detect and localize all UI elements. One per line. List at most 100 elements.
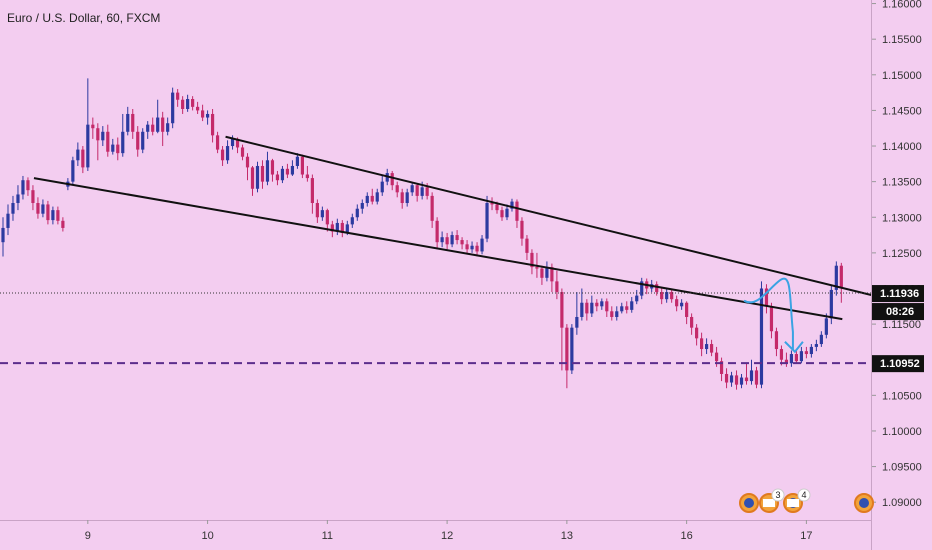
candle-body — [450, 235, 454, 245]
candle-body — [106, 131, 110, 152]
candle-body — [695, 327, 699, 339]
candle-body — [610, 311, 614, 317]
candle-body — [395, 185, 399, 193]
candle-body — [754, 370, 759, 385]
candle-body — [250, 167, 255, 189]
candle-body — [804, 351, 808, 355]
level-price-tag — [872, 355, 924, 373]
x-tick-label: 17 — [800, 530, 812, 542]
candle-body — [600, 301, 604, 307]
candle-body — [839, 265, 843, 289]
candle-body — [535, 267, 539, 269]
candle-body — [86, 124, 90, 168]
candle-body — [640, 281, 644, 296]
candle-body — [734, 375, 739, 385]
candle-body — [595, 302, 599, 307]
candle-body — [31, 190, 35, 204]
candle-body — [16, 194, 20, 204]
candle-body — [345, 224, 349, 233]
candle-body — [11, 203, 15, 214]
candle-body — [620, 306, 624, 312]
candle-body — [794, 354, 799, 362]
y-tick-label: 1.11500 — [882, 319, 921, 331]
candle-body — [186, 99, 190, 109]
candle-body — [670, 292, 674, 300]
candle-body — [136, 131, 140, 150]
current-price-value: 1.11936 — [880, 288, 919, 300]
candle-body — [270, 160, 275, 175]
candle-body — [540, 268, 544, 278]
candle-body — [525, 238, 529, 253]
candle-body — [834, 265, 838, 290]
x-tick-label: 13 — [561, 530, 573, 542]
candle-body — [310, 178, 314, 204]
countdown-value: 08:26 — [886, 306, 914, 318]
candle-body — [580, 302, 584, 317]
candle-body — [81, 149, 85, 168]
candle-body — [380, 181, 384, 193]
candle-body — [490, 203, 494, 205]
candle-body — [151, 124, 155, 132]
candle-body — [615, 311, 619, 317]
candle-body — [265, 160, 270, 182]
candle-body — [161, 117, 165, 132]
candle-body — [126, 113, 130, 132]
candle-body — [680, 302, 684, 307]
candle-body — [675, 299, 679, 307]
candle-body — [36, 203, 40, 214]
eu-flag-icon-center — [859, 498, 869, 508]
eu-us-flag-icon-center — [744, 498, 754, 508]
y-tick-label: 1.13500 — [882, 177, 922, 189]
drawings — [0, 135, 874, 365]
candle-body — [685, 302, 689, 317]
candle-body — [230, 138, 235, 147]
candle-body — [505, 208, 509, 218]
candle-body — [101, 131, 105, 141]
y-tick-label: 1.14000 — [882, 141, 922, 153]
candle-body — [245, 156, 250, 168]
candle-body — [61, 220, 65, 228]
candle-body — [545, 267, 549, 278]
candle-body — [520, 220, 524, 239]
candle-body — [495, 204, 499, 211]
candle-body — [829, 289, 833, 319]
candle-body — [655, 284, 659, 293]
candle-body — [355, 208, 359, 218]
candle-body — [340, 222, 344, 233]
candle-body — [305, 174, 309, 179]
candle-body — [585, 302, 589, 314]
candle-body — [56, 210, 60, 221]
candle-body — [220, 149, 225, 161]
candle-body — [759, 288, 764, 385]
candle-body — [360, 203, 364, 209]
candle-body — [21, 180, 25, 195]
candle-body — [724, 373, 729, 383]
candle-body — [176, 92, 180, 100]
candle-body — [764, 288, 769, 307]
candle-body — [410, 185, 414, 193]
candle-body — [171, 92, 175, 124]
y-tick-label: 1.10000 — [882, 426, 922, 438]
candle-body — [26, 180, 30, 191]
candle-body — [575, 316, 579, 328]
candle-body — [700, 338, 704, 350]
candle-body — [46, 204, 50, 221]
y-tick-label: 1.16000 — [882, 0, 922, 11]
candle-body — [704, 344, 709, 350]
candle-body — [485, 203, 489, 239]
countdown-tag — [872, 303, 924, 321]
candle-body — [300, 156, 304, 175]
candle-body — [330, 224, 334, 232]
candle-body — [146, 124, 150, 132]
candle-body — [749, 370, 754, 382]
candle-body — [729, 375, 734, 383]
candle-body — [590, 302, 594, 314]
candle-body — [96, 128, 100, 141]
candle-body — [201, 110, 205, 118]
candle-body — [719, 361, 724, 374]
candle-body — [690, 316, 694, 328]
candle-body — [744, 377, 749, 382]
event-count: 4 — [801, 490, 806, 500]
